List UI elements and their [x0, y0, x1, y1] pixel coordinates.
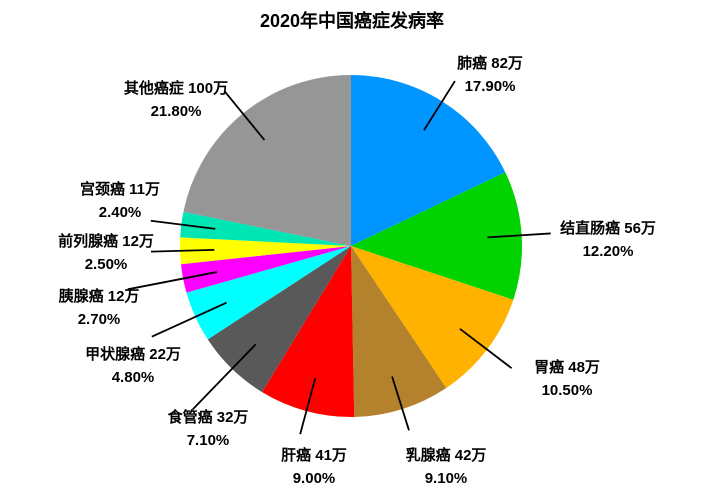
slice-percent: 12.20% — [582, 243, 634, 260]
slice-name: 肝癌 — [281, 447, 312, 464]
leader-line-esophageal — [192, 343, 257, 410]
slice-label-prostate: 前列腺癌 12万 2.50% — [58, 230, 154, 276]
slice-label-name-cases: 其他癌症 100万 — [124, 77, 228, 100]
slice-name: 宫颈癌 — [79, 181, 125, 198]
slice-label-name-cases: 宫颈癌 11万 — [80, 178, 160, 201]
slice-label-name-cases: 胰腺癌 12万 — [59, 285, 140, 308]
slice-cases: 42万 — [454, 447, 487, 464]
slice-percent: 7.10% — [186, 432, 230, 449]
leader-line-stomach — [459, 328, 513, 369]
pie-slice-colorectal — [351, 172, 523, 300]
slice-cases: 12万 — [107, 288, 140, 305]
slice-cases: 22万 — [149, 346, 181, 363]
slice-name: 其他癌症 — [123, 80, 184, 97]
leader-line-lung — [423, 80, 456, 131]
pie-slice-lung — [351, 75, 506, 246]
leader-line-pancreatic — [127, 271, 217, 291]
slice-label-name-cases: 前列腺癌 12万 — [58, 230, 154, 253]
slice-name: 甲状腺癌 — [85, 346, 146, 363]
slice-cases: 100万 — [188, 80, 229, 97]
slice-name: 胃癌 — [534, 359, 565, 376]
pie-slice-breast — [351, 246, 447, 417]
slice-cases: 48万 — [568, 359, 600, 376]
slice-cases: 41万 — [315, 447, 347, 464]
pie-slice-other — [183, 74, 351, 246]
chart-title: 2020年中国癌症发病率 — [259, 11, 445, 31]
slice-label-name-cases: 甲状腺癌 22万 — [85, 343, 181, 366]
slice-name: 乳腺癌 — [405, 447, 451, 464]
slice-name: 结直肠癌 — [560, 220, 621, 237]
slice-label-colorectal: 结直肠癌 56万 12.20% — [560, 217, 656, 263]
slice-cases: 11万 — [129, 181, 161, 198]
slice-percent: 2.70% — [77, 311, 121, 328]
slice-name: 胰腺癌 — [58, 288, 104, 305]
slice-percent: 21.80% — [150, 103, 202, 120]
slice-name: 肺癌 — [457, 55, 488, 72]
slice-name: 前列腺癌 — [58, 233, 119, 250]
leader-line-thyroid — [151, 301, 227, 338]
pie-slice-cervical — [180, 211, 351, 246]
slice-cases: 32万 — [216, 409, 249, 426]
leader-line-breast — [391, 376, 410, 431]
leader-line-prostate — [150, 248, 215, 253]
slice-cases: 12万 — [122, 233, 154, 250]
slice-label-name-cases: 食管癌 32万 — [168, 406, 249, 429]
slice-label-esophageal: 食管癌 32万 7.10% — [168, 406, 249, 452]
slice-label-name-cases: 肺癌 82万 — [457, 52, 523, 75]
slice-label-other: 其他癌症 100万 21.80% — [124, 77, 228, 123]
slice-percent: 17.90% — [464, 78, 516, 95]
leader-line-other — [223, 90, 266, 141]
slice-percent: 10.50% — [541, 382, 593, 399]
slice-label-lung: 肺癌 82万 17.90% — [457, 52, 523, 98]
slice-percent: 9.10% — [424, 470, 468, 487]
pie-slice-thyroid — [186, 246, 351, 340]
slice-label-name-cases: 肝癌 41万 — [281, 444, 347, 467]
leader-line-cervical — [150, 219, 216, 230]
slice-label-stomach: 胃癌 48万 10.50% — [534, 356, 600, 402]
slice-percent: 9.00% — [292, 470, 336, 487]
leader-line-liver — [299, 377, 317, 435]
slice-label-name-cases: 乳腺癌 42万 — [406, 444, 487, 467]
slice-label-name-cases: 胃癌 48万 — [534, 356, 600, 379]
slice-percent: 2.40% — [98, 204, 142, 221]
pie-slice-prostate — [180, 237, 351, 265]
slice-label-cervical: 宫颈癌 11万 2.40% — [80, 178, 160, 224]
pie-slice-stomach — [351, 246, 514, 389]
pie-slice-pancreatic — [180, 246, 351, 293]
slice-label-pancreatic: 胰腺癌 12万 2.70% — [59, 285, 140, 331]
slice-percent: 2.50% — [84, 256, 128, 273]
slice-cases: 56万 — [624, 220, 656, 237]
slice-label-name-cases: 结直肠癌 56万 — [560, 217, 656, 240]
slice-label-breast: 乳腺癌 42万 9.10% — [406, 444, 487, 490]
leader-line-colorectal — [487, 232, 551, 239]
slice-label-liver: 肝癌 41万 9.00% — [281, 444, 347, 490]
slice-cases: 82万 — [491, 55, 523, 72]
slice-label-thyroid: 甲状腺癌 22万 4.80% — [85, 343, 181, 389]
pie-slice-liver — [262, 246, 355, 418]
slice-percent: 4.80% — [111, 369, 155, 386]
slice-name: 食管癌 — [167, 409, 213, 426]
